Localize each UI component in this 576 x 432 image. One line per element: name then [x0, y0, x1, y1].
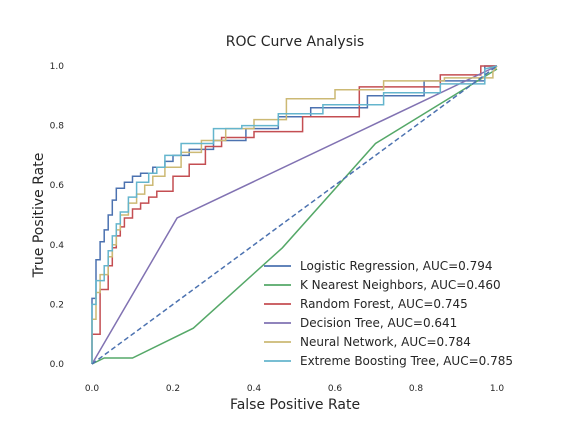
x-tick-label: 0.2	[166, 384, 180, 394]
x-tick-labels: 0.0 0.2 0.4 0.6 0.8 1.0	[85, 384, 505, 394]
y-tick-label: 0.0	[50, 360, 65, 370]
x-tick-label: 0.0	[85, 384, 100, 394]
y-tick-label: 0.4	[50, 241, 65, 251]
series-lines	[91, 65, 498, 365]
x-tick-label: 0.6	[328, 384, 343, 394]
y-tick-labels: 0.0 0.2 0.4 0.6 0.8 1.0	[50, 62, 65, 370]
y-tick-label: 0.2	[50, 300, 64, 310]
legend-label: Neural Network, AUC=0.784	[300, 335, 471, 349]
roc-series-line	[91, 68, 498, 365]
x-tick-label: 0.4	[247, 384, 262, 394]
roc-series-line	[91, 65, 498, 365]
chart-title: ROC Curve Analysis	[226, 34, 364, 50]
y-tick-label: 0.6	[50, 181, 65, 191]
roc-series-line	[91, 65, 498, 364]
roc-series-line	[91, 65, 497, 364]
chance-diagonal-line	[91, 65, 498, 365]
legend-label: Random Forest, AUC=0.745	[300, 297, 468, 311]
legend-label: Logistic Regression, AUC=0.794	[300, 259, 493, 273]
y-axis-label: True Positive Rate	[31, 153, 47, 279]
x-tick-label: 0.8	[409, 384, 424, 394]
legend-label: K Nearest Neighbors, AUC=0.460	[300, 278, 501, 292]
legend-label: Extreme Boosting Tree, AUC=0.785	[300, 354, 513, 368]
x-tick-label: 1.0	[490, 384, 505, 394]
y-tick-label: 0.8	[50, 122, 65, 132]
legend-label: Decision Tree, AUC=0.641	[300, 316, 457, 330]
x-axis-label: False Positive Rate	[230, 397, 360, 413]
y-tick-label: 1.0	[50, 62, 65, 72]
legend: Logistic Regression, AUC=0.794 K Nearest …	[264, 259, 513, 368]
